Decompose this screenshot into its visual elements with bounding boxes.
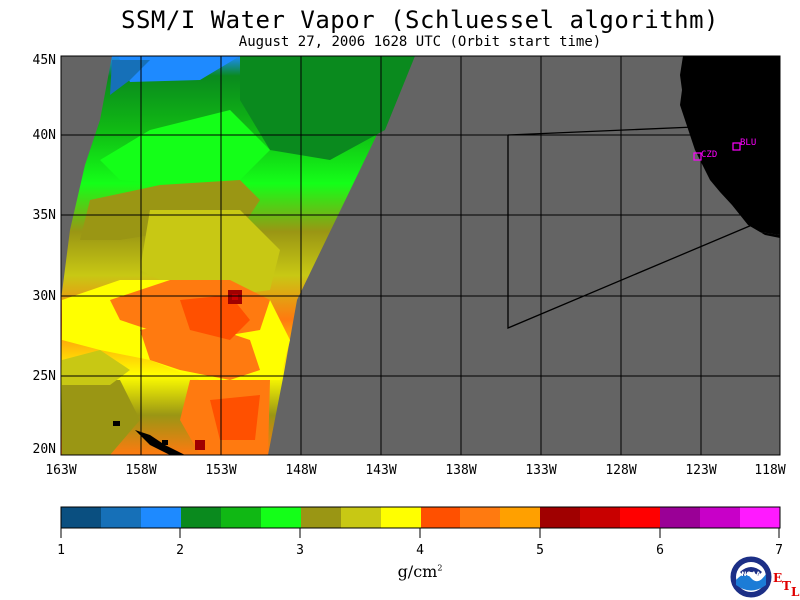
lat-label-40n: 40N — [32, 128, 56, 143]
colorbar — [61, 507, 780, 528]
lon-label-118w: 118W — [754, 463, 786, 478]
colorbar-swatch — [421, 507, 460, 528]
station-label-blu: BLU — [740, 138, 756, 148]
colorbar-swatch — [341, 507, 381, 528]
colorbar-swatch — [381, 507, 421, 528]
lat-label-45n: 45N — [32, 53, 56, 68]
colorbar-swatch — [580, 507, 620, 528]
colorbar-swatch — [500, 507, 540, 528]
lat-label-25n: 25N — [32, 369, 56, 384]
colorbar-swatch — [221, 507, 261, 528]
colorbar-swatch — [61, 507, 101, 528]
lon-label-158w: 158W — [125, 463, 157, 478]
graticule — [61, 56, 780, 455]
colorbar-tick-1: 1 — [57, 543, 65, 558]
station-czd: CZD — [693, 150, 717, 161]
water-vapor-features — [62, 56, 415, 455]
colorbar-swatch — [700, 507, 740, 528]
map-subtitle: August 27, 2006 1628 UTC (Orbit start ti… — [238, 34, 602, 50]
colorbar-swatch — [101, 507, 141, 528]
lon-label-133w: 133W — [525, 463, 557, 478]
lon-label-138w: 138W — [445, 463, 477, 478]
colorbar-swatch — [181, 507, 221, 528]
lat-label-30n: 30N — [32, 289, 56, 304]
station-blu: BLU — [732, 138, 756, 151]
land-mass — [680, 56, 780, 235]
lon-label-153w: 153W — [205, 463, 237, 478]
lon-label-143w: 143W — [365, 463, 397, 478]
lon-label-163w: 163W — [45, 463, 77, 478]
colorbar-units: g/cm2 — [380, 562, 460, 581]
map-frame — [60, 55, 781, 456]
colorbar-tick-6: 6 — [656, 543, 664, 558]
colorbar-tick-2: 2 — [176, 543, 184, 558]
colorbar-tick-7: 7 — [775, 543, 783, 558]
colorbar-tick-3: 3 — [296, 543, 304, 558]
noaa-logo-text: NOAA — [741, 571, 761, 578]
colorbar-swatch — [740, 507, 780, 528]
colorbar-swatch — [660, 507, 700, 528]
etl-letter-e: E — [773, 571, 783, 585]
reference-outline-2 — [507, 135, 753, 329]
colorbar-swatch — [460, 507, 500, 528]
colorbar-swatch — [540, 507, 580, 528]
colorbar-swatch — [261, 507, 301, 528]
colorbar-tick-5: 5 — [536, 543, 544, 558]
colorbar-swatch — [620, 507, 660, 528]
reference-outline — [507, 126, 695, 136]
map-title: SSM/I Water Vapor (Schluessel algorithm) — [121, 6, 719, 34]
lon-label-148w: 148W — [285, 463, 317, 478]
etl-letter-l: L — [791, 585, 800, 599]
land-edge — [760, 232, 780, 238]
station-label-czd: CZD — [701, 150, 717, 160]
units-exponent: 2 — [437, 563, 443, 573]
lon-label-128w: 128W — [605, 463, 637, 478]
colorbar-tick-4: 4 — [416, 543, 424, 558]
colorbar-swatch — [141, 507, 181, 528]
colorbar-swatch — [301, 507, 341, 528]
lon-label-123w: 123W — [685, 463, 717, 478]
colorbar-tickmarks — [60, 528, 780, 538]
units-text: g/cm — [397, 562, 438, 581]
lat-label-20n: 20N — [32, 442, 56, 457]
etl-letter-t: T — [782, 579, 791, 593]
lat-label-35n: 35N — [32, 208, 56, 223]
noaa-logo: NOAA — [729, 555, 773, 599]
